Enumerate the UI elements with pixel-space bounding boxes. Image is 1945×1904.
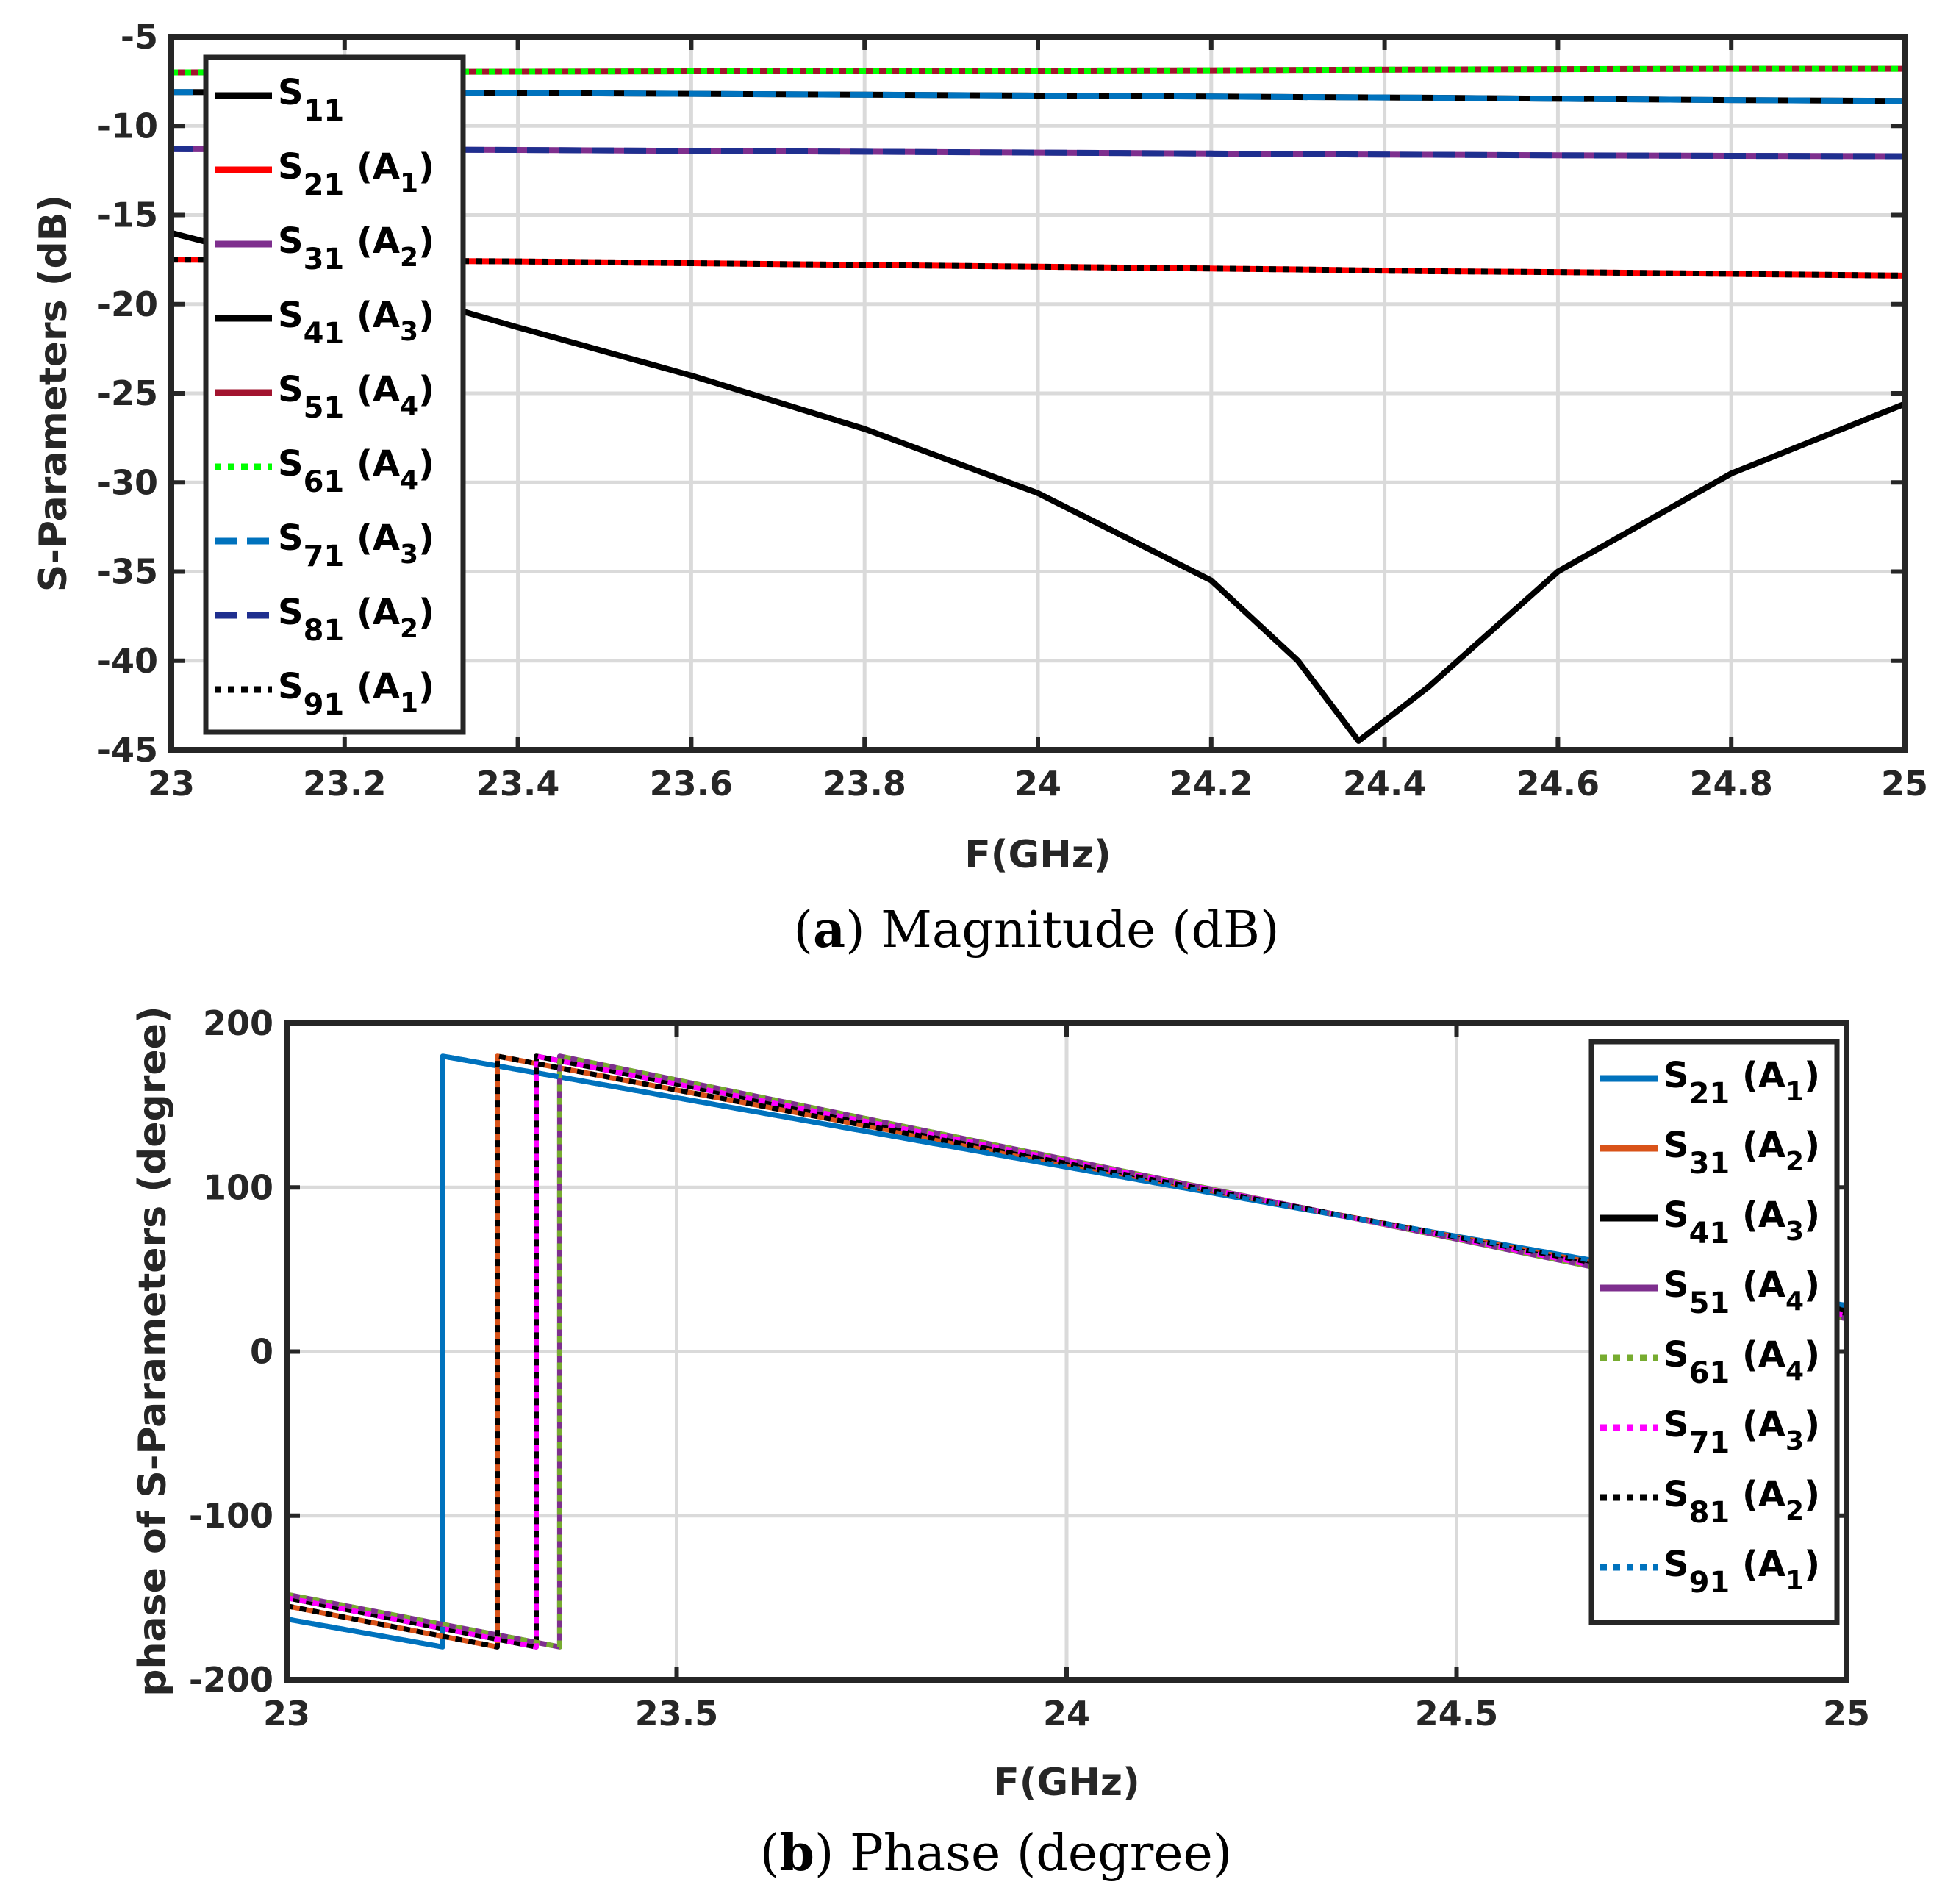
caption-a-text: Magnitude (dB)	[881, 901, 1279, 959]
caption-a: (a) Magnitude (dB)	[793, 901, 1279, 959]
y-tick-label: -45	[97, 730, 158, 770]
legend-label-s11: S11	[278, 72, 344, 128]
legend-label-s81: S81 (A2)	[1663, 1474, 1820, 1530]
magnitude-chart: 23 23.2 23.4 23.6 23.8 24 24.2 24.4 24.6 24.8 25 -5…	[32, 17, 1928, 877]
phase-grid	[287, 1023, 1847, 1680]
x-tick-label: 23.4	[476, 764, 560, 804]
x-tick-label: 24.5	[1415, 1694, 1499, 1733]
legend-label-s41: S41 (A3)	[278, 295, 434, 351]
legend-label-s41: S41 (A3)	[1663, 1195, 1820, 1250]
legend-label-s31: S31 (A2)	[1663, 1125, 1820, 1181]
y-tick-label: 100	[203, 1167, 273, 1207]
magnitude-y-axis-label: S-Parameters (dB)	[32, 195, 76, 592]
y-tick-label: -5	[121, 17, 158, 57]
y-tick-label: 200	[203, 1003, 273, 1043]
x-tick-label: 24.2	[1169, 764, 1253, 804]
y-tick-label: -100	[189, 1496, 273, 1536]
x-tick-label: 24	[1043, 1694, 1090, 1733]
caption-a-label: a	[813, 901, 845, 959]
x-tick-label: 23.5	[635, 1694, 719, 1733]
legend-label-s61: S61 (A4)	[1663, 1334, 1820, 1390]
magnitude-x-axis-label: F(GHz)	[964, 833, 1111, 877]
legend-label-s81: S81 (A2)	[278, 592, 434, 648]
legend-label-s51: S51 (A4)	[1663, 1264, 1820, 1320]
y-tick-label: -10	[97, 106, 158, 146]
x-tick-label: 23.2	[303, 764, 387, 804]
series-line-s81	[171, 146, 1905, 160]
phase-tick-labels: 23 23.5 24 24.5 25 200 100 0 -100 -200	[189, 1003, 1870, 1733]
y-tick-label: -20	[97, 284, 158, 324]
phase-series	[286, 1053, 1847, 1650]
series-line-s11	[171, 229, 1906, 744]
phase-chart: 23 23.5 24 24.5 25 200 100 0 -100 -200 F(GHz) pha…	[131, 1003, 1870, 1805]
y-tick-label: -30	[97, 462, 158, 502]
caption-b: (b) Phase (degree)	[760, 1824, 1232, 1883]
magnitude-legend: S11 S21 (A1) S31 (A2) S41 (A3) S51 (A4) S61 (…	[203, 54, 466, 735]
legend-label-s21: S21 (A1)	[1663, 1055, 1820, 1111]
legend-label-s91: S91 (A1)	[278, 666, 434, 722]
x-tick-label: 25	[1881, 764, 1928, 804]
legend-label-s51: S51 (A4)	[278, 369, 434, 425]
x-tick-label: 24	[1014, 764, 1061, 804]
y-tick-label: -40	[97, 641, 158, 681]
phase-y-axis-label: phase of S-Parameters (degree)	[131, 1006, 175, 1696]
magnitude-tick-labels: 23 23.2 23.4 23.6 23.8 24 24.2 24.4 24.6 24.8 25 -5…	[97, 17, 1928, 804]
series-line-s61	[171, 65, 1905, 76]
caption-b-text: Phase (degree)	[850, 1825, 1232, 1883]
legend-box	[1588, 1039, 1840, 1625]
x-tick-label: 23.6	[650, 764, 734, 804]
legend-label-s91: S91 (A1)	[1663, 1544, 1820, 1600]
y-tick-label: -35	[97, 552, 158, 592]
magnitude-series	[171, 65, 1906, 744]
legend-label-s61: S61 (A4)	[278, 443, 434, 499]
caption-b-label: b	[779, 1824, 814, 1883]
series-line-s81	[286, 1053, 1847, 1650]
y-tick-label: -15	[97, 196, 158, 235]
x-tick-label: 24.6	[1516, 764, 1600, 804]
legend-label-s71: S71 (A3)	[1663, 1404, 1820, 1460]
x-tick-label: 24.8	[1689, 764, 1773, 804]
series-line-s71	[171, 89, 1905, 104]
series-line-s91	[286, 1053, 1847, 1650]
x-tick-label: 25	[1823, 1694, 1870, 1733]
x-tick-label: 23	[263, 1694, 310, 1733]
y-tick-label: -200	[189, 1660, 273, 1700]
x-tick-label: 23.8	[823, 764, 906, 804]
x-tick-label: 23	[148, 764, 195, 804]
legend-label-s71: S71 (A3)	[278, 518, 434, 573]
phase-legend: S21 (A1) S31 (A2) S41 (A3) S51 (A4) S61 (A4)…	[1588, 1039, 1840, 1625]
x-tick-label: 24.4	[1343, 764, 1427, 804]
legend-label-s21: S21 (A1)	[278, 146, 434, 202]
y-tick-label: -25	[97, 373, 158, 413]
y-tick-label: 0	[250, 1332, 273, 1372]
phase-x-axis-label: F(GHz)	[993, 1761, 1140, 1805]
series-line-s91	[171, 257, 1905, 279]
legend-label-s31: S31 (A2)	[278, 221, 434, 276]
